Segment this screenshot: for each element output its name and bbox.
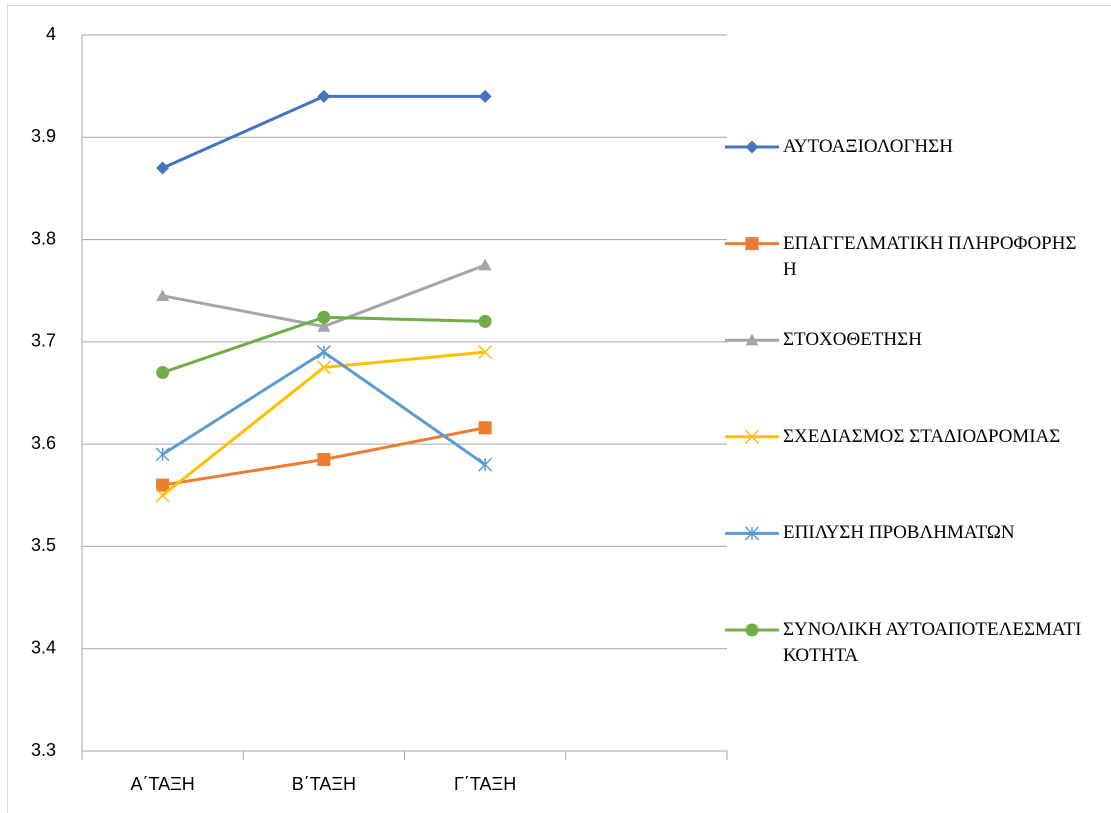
marker [156,366,170,380]
y-tick-label: 3.5 [31,535,56,555]
marker [317,452,331,466]
chart-border [7,5,1111,813]
legend-label: ΣΤΟΧΟΘΕΤΗΣΗ [783,329,922,351]
legend-label: ΕΠΑΓΓΕΛΜΑΤΙΚΗ ΠΛΗΡΟΦΟΡΗΣΗ [783,232,1077,280]
marker [745,237,759,251]
legend-label: ΣΥΝΟΛΙΚΗ ΑΥΤΟΑΠΟΤΕΛΕΣΜΑΤΙΚΟΤΗΤΑ [783,619,1082,666]
y-tick-label: 3.6 [31,433,56,453]
marker [316,360,331,375]
marker [478,258,492,271]
marker [156,161,170,175]
marker [744,429,760,444]
legend-label: ΣΧΕΔΙΑΣΜΟΣ ΣΤΑΔΙΟΔΡΟΜΙΑΣ [783,425,1061,447]
marker [478,345,493,360]
marker [478,421,492,435]
y-tick-label: 3.4 [31,637,56,657]
marker [317,320,331,332]
marker [316,345,331,360]
marker [156,289,170,302]
legend-label: ΑΥΤΟΑΞΙΟΛΟΓΗΣΗ [783,136,953,157]
x-tick-label: Α΄ΤΑΞΗ [130,774,194,794]
y-tick-label: 3.9 [31,126,56,146]
marker [156,478,170,492]
y-tick-label: 4 [46,24,56,44]
x-tick-label: Β΄ΤΑΞΗ [292,774,356,794]
marker [478,457,493,472]
marker [745,623,759,637]
y-tick-label: 3.8 [31,228,56,248]
y-tick-label: 3.7 [31,331,56,351]
marker [745,333,759,346]
marker [745,140,759,154]
marker [744,526,760,541]
marker [478,89,492,103]
marker [317,310,331,324]
series-line [162,94,486,170]
marker [478,314,492,328]
marker [155,447,170,462]
marker [317,89,331,103]
marker [155,488,170,503]
y-tick-label: 3.3 [31,740,56,760]
legend-label: ΕΠΙΛΥΣΗ ΠΡΟΒΛΗΜΑΤΩΝ [783,522,1015,544]
x-tick-label: Γ΄ΤΑΞΗ [454,774,516,794]
